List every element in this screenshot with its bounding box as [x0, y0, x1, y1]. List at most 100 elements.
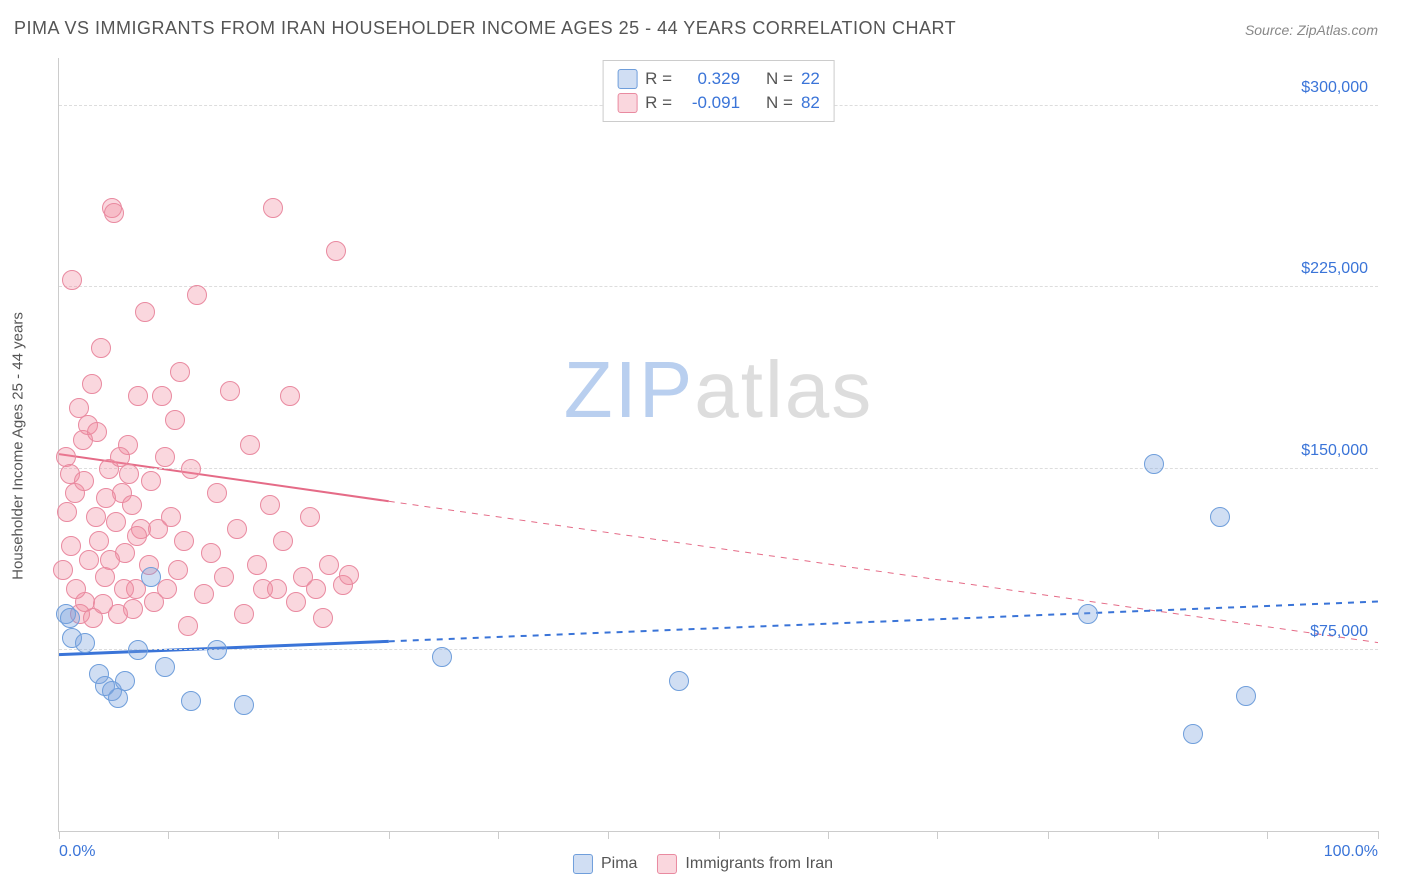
gridline	[59, 649, 1378, 650]
legend-n-label: N =	[766, 67, 793, 91]
x-tick-label: 0.0%	[59, 843, 95, 861]
iran-point	[227, 519, 247, 539]
x-tick	[59, 831, 60, 839]
iran-point	[89, 531, 109, 551]
pima-point	[207, 640, 227, 660]
iran-point	[127, 526, 147, 546]
iran-point	[100, 550, 120, 570]
legend-r-label: R =	[645, 91, 672, 115]
watermark-bold: ZIP	[564, 345, 694, 434]
swatch-iran	[657, 854, 677, 874]
iran-point	[234, 604, 254, 624]
iran-point	[319, 555, 339, 575]
iran-point	[326, 241, 346, 261]
iran-point	[66, 579, 86, 599]
iran-point	[53, 560, 73, 580]
iran-point	[104, 203, 124, 223]
pima-point	[1183, 724, 1203, 744]
pima-point	[669, 671, 689, 691]
x-tick	[278, 831, 279, 839]
x-tick	[168, 831, 169, 839]
x-tick	[1267, 831, 1268, 839]
iran-point	[181, 459, 201, 479]
iran-point	[123, 599, 143, 619]
iran-point	[74, 471, 94, 491]
gridline	[59, 286, 1378, 287]
x-tick	[828, 831, 829, 839]
iran-point	[106, 512, 126, 532]
iran-point	[161, 507, 181, 527]
iran-point	[178, 616, 198, 636]
watermark-light: atlas	[694, 345, 873, 434]
iran-point	[170, 362, 190, 382]
y-tick-label: $150,000	[1301, 442, 1368, 460]
iran-point	[267, 579, 287, 599]
iran-point	[300, 507, 320, 527]
legend-item-iran: Immigrants from Iran	[657, 854, 833, 874]
y-tick-label: $225,000	[1301, 260, 1368, 278]
iran-point	[95, 567, 115, 587]
iran-point	[174, 531, 194, 551]
legend-r-label: R =	[645, 67, 672, 91]
iran-point	[306, 579, 326, 599]
swatch-pima	[573, 854, 593, 874]
iran-point	[141, 471, 161, 491]
iran-point	[263, 198, 283, 218]
iran-point	[57, 502, 77, 522]
x-tick	[1048, 831, 1049, 839]
legend-n-pima: 22	[801, 67, 820, 91]
x-tick	[719, 831, 720, 839]
y-tick-label: $300,000	[1301, 79, 1368, 97]
pima-point	[181, 691, 201, 711]
x-tick	[1158, 831, 1159, 839]
pima-point	[1144, 454, 1164, 474]
iran-point	[280, 386, 300, 406]
gridline	[59, 468, 1378, 469]
legend-n-label: N =	[766, 91, 793, 115]
pima-point	[155, 657, 175, 677]
iran-point	[260, 495, 280, 515]
iran-point	[214, 567, 234, 587]
iran-point	[119, 464, 139, 484]
iran-point	[62, 270, 82, 290]
legend-item-pima: Pima	[573, 854, 637, 874]
x-tick-label: 100.0%	[1324, 843, 1378, 861]
iran-point	[157, 579, 177, 599]
iran-point	[122, 495, 142, 515]
iran-point	[96, 488, 116, 508]
legend-n-iran: 82	[801, 91, 820, 115]
legend-label-pima: Pima	[601, 855, 637, 873]
iran-point	[61, 536, 81, 556]
iran-point	[194, 584, 214, 604]
swatch-pima	[617, 69, 637, 89]
iran-point	[187, 285, 207, 305]
x-tick	[1378, 831, 1379, 839]
source-attribution: Source: ZipAtlas.com	[1245, 22, 1378, 38]
pima-point	[60, 608, 80, 628]
legend-label-iran: Immigrants from Iran	[685, 855, 833, 873]
iran-point	[155, 447, 175, 467]
pima-point	[1236, 686, 1256, 706]
x-tick	[498, 831, 499, 839]
iran-point	[152, 386, 172, 406]
pima-point	[75, 633, 95, 653]
pima-point	[432, 647, 452, 667]
iran-point	[247, 555, 267, 575]
y-tick-label: $75,000	[1310, 623, 1368, 641]
iran-point	[207, 483, 227, 503]
iran-point	[313, 608, 333, 628]
x-tick	[389, 831, 390, 839]
pima-point	[234, 695, 254, 715]
y-axis-label: Householder Income Ages 25 - 44 years	[10, 312, 27, 580]
pima-point	[1078, 604, 1098, 624]
iran-point	[114, 579, 134, 599]
legend-row-pima: R = 0.329 N = 22	[617, 67, 820, 91]
iran-point	[201, 543, 221, 563]
pima-point	[115, 671, 135, 691]
iran-point	[168, 560, 188, 580]
iran-point	[86, 507, 106, 527]
watermark: ZIPatlas	[564, 344, 873, 436]
iran-point	[87, 422, 107, 442]
iran-point	[165, 410, 185, 430]
correlation-legend: R = 0.329 N = 22 R = -0.091 N = 82	[602, 60, 835, 122]
